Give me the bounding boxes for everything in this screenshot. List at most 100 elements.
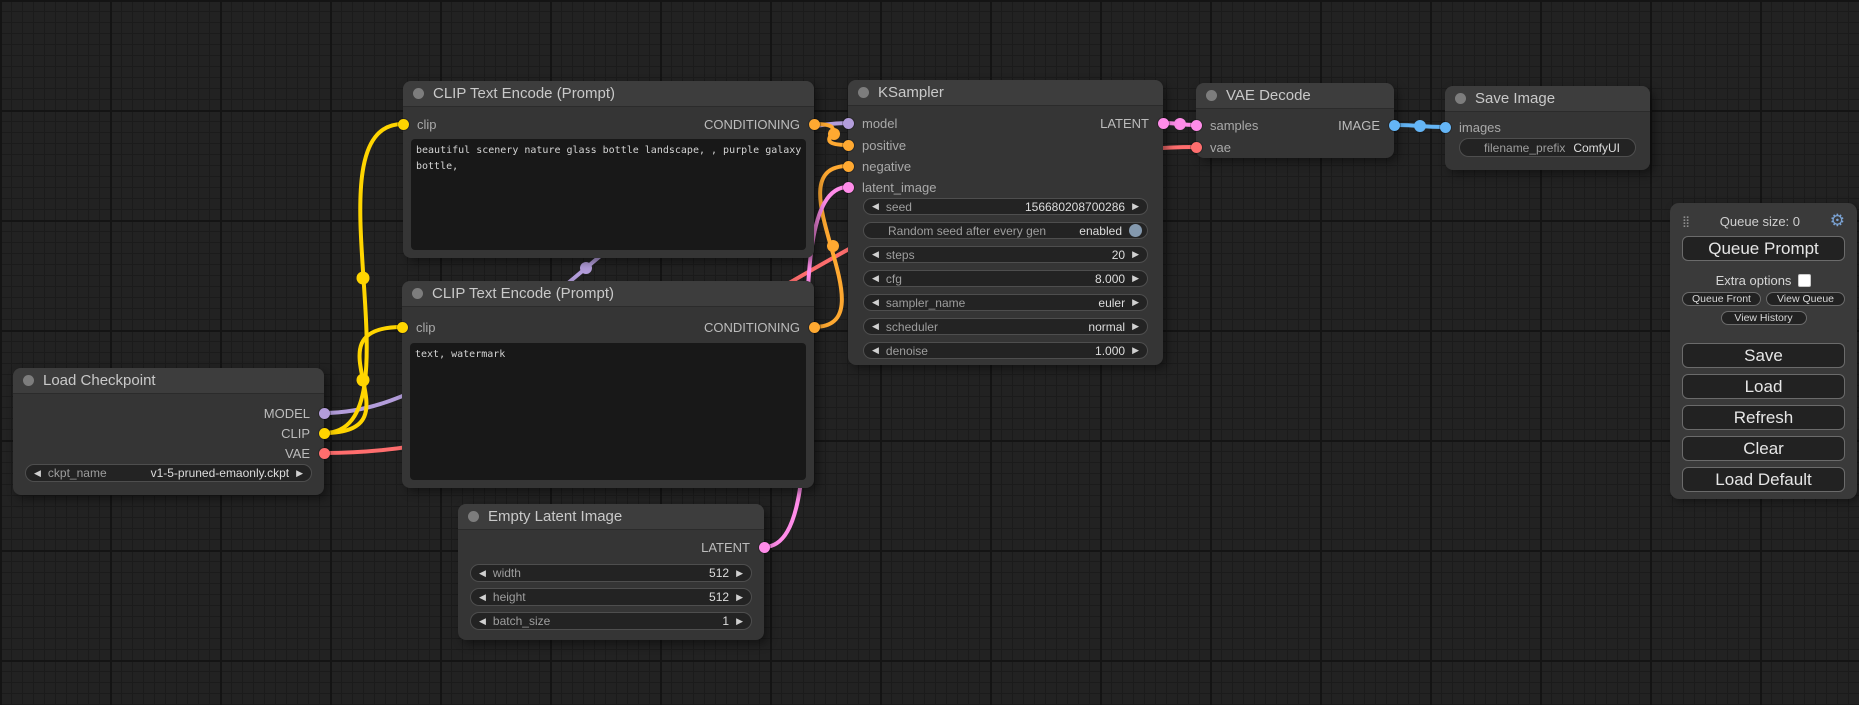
samples-input-port[interactable]	[1190, 119, 1202, 131]
increment-arrow-icon[interactable]: ▶	[1132, 321, 1139, 331]
node-vae-decode[interactable]: VAE Decode samples vae IMAGE	[1190, 83, 1400, 158]
decrement-arrow-icon[interactable]: ◀	[872, 297, 879, 307]
queue-prompt-button[interactable]: Queue Prompt	[1682, 236, 1845, 261]
image-output-port[interactable]	[1388, 119, 1400, 131]
increment-arrow-icon[interactable]: ▶	[1132, 297, 1139, 307]
clip-input-port[interactable]	[397, 118, 409, 130]
increment-arrow-icon[interactable]: ▶	[736, 615, 743, 626]
collapse-dot[interactable]	[468, 511, 479, 522]
collapse-dot[interactable]	[858, 87, 869, 98]
collapse-dot[interactable]	[412, 288, 423, 299]
widget-label: ckpt_name	[47, 466, 107, 480]
widget-label: batch_size	[492, 614, 551, 628]
negative-prompt-textarea[interactable]: text, watermark	[410, 343, 806, 480]
scheduler-widget[interactable]: ◀ scheduler normal ▶	[863, 318, 1148, 335]
widget-label: width	[492, 566, 521, 580]
widget-value: 512	[709, 590, 730, 604]
increment-arrow-icon[interactable]: ▶	[1132, 201, 1139, 211]
model-input-port[interactable]	[842, 117, 854, 129]
node-titlebar[interactable]: KSampler	[848, 80, 1163, 106]
node-ksampler[interactable]: KSampler model positive negative latent_…	[842, 80, 1169, 365]
node-titlebar[interactable]: Empty Latent Image	[458, 504, 764, 530]
load-default-button[interactable]: Load Default	[1682, 467, 1845, 492]
queue-size-label: Queue size: 0	[1719, 213, 1801, 229]
increment-arrow-icon[interactable]: ▶	[296, 467, 303, 478]
decrement-arrow-icon[interactable]: ◀	[34, 467, 41, 478]
decrement-arrow-icon[interactable]: ◀	[872, 201, 879, 211]
vae-input-port[interactable]	[1190, 141, 1202, 153]
node-clip-text-encode-positive[interactable]: CLIP Text Encode (Prompt) clip CONDITION…	[397, 81, 820, 258]
batch-size-widget[interactable]: ◀ batch_size 1 ▶	[470, 612, 752, 630]
collapse-dot[interactable]	[1455, 93, 1466, 104]
collapse-dot[interactable]	[23, 375, 34, 386]
link-dot	[1414, 120, 1426, 132]
images-input-port[interactable]	[1439, 121, 1451, 133]
load-button[interactable]: Load	[1682, 374, 1845, 399]
random-seed-widget[interactable]: Random seed after every gen enabled	[863, 222, 1148, 239]
positive-input-port[interactable]	[842, 139, 854, 151]
node-titlebar[interactable]: Load Checkpoint	[13, 368, 324, 394]
node-title: CLIP Text Encode (Prompt)	[432, 285, 615, 302]
latent-image-input-port[interactable]	[842, 181, 854, 193]
latent-output-port[interactable]	[1157, 117, 1169, 129]
clip-input-port[interactable]	[396, 321, 408, 333]
extra-options-checkbox[interactable]	[1798, 273, 1812, 287]
height-widget[interactable]: ◀ height 512 ▶	[470, 588, 752, 606]
increment-arrow-icon[interactable]: ▶	[1132, 249, 1139, 259]
link-dot	[356, 373, 370, 387]
view-history-button[interactable]: View History	[1720, 311, 1807, 325]
collapse-dot[interactable]	[413, 88, 424, 99]
increment-arrow-icon[interactable]: ▶	[1132, 345, 1139, 355]
increment-arrow-icon[interactable]: ▶	[736, 567, 743, 578]
node-empty-latent-image[interactable]: Empty Latent Image LATENT ◀ width 512 ▶ …	[458, 504, 770, 640]
queue-front-button[interactable]: Queue Front	[1682, 292, 1761, 306]
widget-value: normal	[1088, 319, 1126, 334]
node-titlebar[interactable]: CLIP Text Encode (Prompt)	[403, 81, 814, 107]
seed-widget[interactable]: ◀ seed 156680208700286 ▶	[863, 198, 1148, 215]
increment-arrow-icon[interactable]: ▶	[736, 591, 743, 602]
positive-prompt-textarea[interactable]: beautiful scenery nature glass bottle la…	[411, 139, 806, 250]
decrement-arrow-icon[interactable]: ◀	[872, 345, 879, 355]
sampler-name-widget[interactable]: ◀ sampler_name euler ▶	[863, 294, 1148, 311]
view-queue-button[interactable]: View Queue	[1766, 292, 1845, 306]
decrement-arrow-icon[interactable]: ◀	[872, 273, 879, 283]
input-slot-positive: positive	[862, 137, 907, 153]
node-titlebar[interactable]: VAE Decode	[1196, 83, 1394, 109]
filename-prefix-widget[interactable]: filename_prefix ComfyUI	[1459, 138, 1636, 157]
decrement-arrow-icon[interactable]: ◀	[872, 321, 879, 331]
node-titlebar[interactable]: Save Image	[1445, 86, 1650, 112]
refresh-button[interactable]: Refresh	[1682, 405, 1845, 430]
random-seed-toggle[interactable]	[1129, 224, 1142, 237]
link-dot	[356, 271, 370, 285]
negative-input-port[interactable]	[842, 160, 854, 172]
conditioning-output-port[interactable]	[808, 118, 820, 130]
node-titlebar[interactable]: CLIP Text Encode (Prompt)	[402, 281, 814, 307]
decrement-arrow-icon[interactable]: ◀	[479, 615, 486, 626]
width-widget[interactable]: ◀ width 512 ▶	[470, 564, 752, 582]
steps-widget[interactable]: ◀ steps 20 ▶	[863, 246, 1148, 263]
clear-button[interactable]: Clear	[1682, 436, 1845, 461]
node-clip-text-encode-negative[interactable]: CLIP Text Encode (Prompt) clip CONDITION…	[396, 281, 820, 488]
cfg-widget[interactable]: ◀ cfg 8.000 ▶	[863, 270, 1148, 287]
output-slot-latent: LATENT	[701, 539, 750, 555]
latent-output-port[interactable]	[758, 541, 770, 553]
collapse-dot[interactable]	[1206, 90, 1217, 101]
drag-handle-icon[interactable]: ⣿	[1682, 215, 1691, 228]
clip-output-port[interactable]	[318, 427, 330, 439]
vae-output-port[interactable]	[318, 447, 330, 459]
increment-arrow-icon[interactable]: ▶	[1132, 273, 1139, 283]
conditioning-output-port[interactable]	[808, 321, 820, 333]
widget-value: 1.000	[1095, 343, 1126, 358]
input-slot-samples: samples	[1210, 117, 1259, 133]
node-save-image[interactable]: Save Image images filename_prefix ComfyU…	[1439, 86, 1650, 170]
decrement-arrow-icon[interactable]: ◀	[479, 567, 486, 578]
decrement-arrow-icon[interactable]: ◀	[479, 591, 486, 602]
save-button[interactable]: Save	[1682, 343, 1845, 368]
node-load-checkpoint[interactable]: Load Checkpoint MODEL CLIP VAE ◀ ckpt_na…	[13, 368, 330, 495]
model-output-port[interactable]	[318, 407, 330, 419]
settings-gear-icon[interactable]: ⚙	[1829, 210, 1845, 231]
ckpt-name-widget[interactable]: ◀ ckpt_name v1-5-pruned-emaonly.ckpt ▶	[25, 464, 312, 482]
widget-label: Random seed after every gen	[888, 223, 1047, 238]
denoise-widget[interactable]: ◀ denoise 1.000 ▶	[863, 342, 1148, 359]
decrement-arrow-icon[interactable]: ◀	[872, 249, 879, 259]
